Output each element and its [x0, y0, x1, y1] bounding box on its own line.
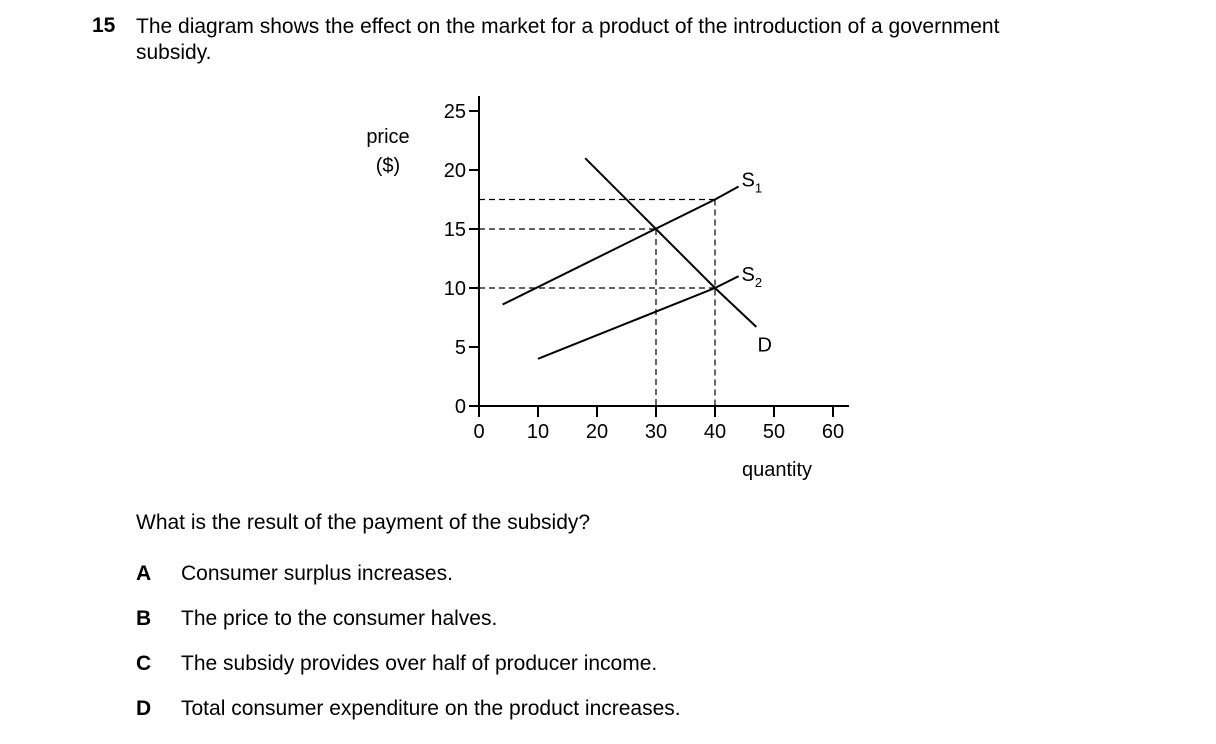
x-tick-label: 40 [704, 421, 726, 443]
y-tick-label: 10 [444, 278, 466, 300]
x-axis-title: quantity [742, 459, 812, 481]
question-stem: The diagram shows the effect on the mark… [136, 14, 1136, 66]
y-tick-label: 25 [444, 101, 466, 123]
y-tick-label: 20 [444, 160, 466, 182]
stem-line-2: subsidy. [136, 41, 212, 64]
curve-s1 [502, 185, 740, 306]
curve-d [584, 157, 757, 328]
stem-line-1: The diagram shows the effect on the mark… [136, 15, 1000, 38]
dashed-guides [479, 198, 716, 406]
x-tick-label: 0 [473, 421, 484, 443]
question-prompt: What is the result of the payment of the… [136, 511, 591, 534]
axes: 0 5 10 15 20 25 0 10 20 30 40 50 60 [444, 96, 849, 443]
option-letter: C [136, 652, 152, 675]
y-tick-label: 0 [455, 396, 466, 418]
curve-label: S1 [742, 169, 763, 195]
curves: S1 S2 D [502, 157, 772, 360]
option-text: Total consumer expenditure on the produc… [181, 697, 681, 720]
option-text: The subsidy provides over half of produc… [181, 652, 658, 675]
x-tick-label: 20 [586, 421, 608, 443]
y-axis-title-line-2: ($) [376, 155, 400, 177]
y-axis-title-line-1: price [366, 126, 409, 148]
x-tick-label: 30 [645, 421, 667, 443]
option-letter: B [136, 607, 152, 630]
curve-s2 [537, 275, 740, 360]
option-text: Consumer surplus increases. [181, 562, 453, 585]
question-number: 15 [92, 14, 116, 37]
x-tick-label: 50 [763, 421, 785, 443]
curve-label: S2 [742, 264, 763, 290]
option-letter: A [136, 562, 152, 585]
option-letter: D [136, 697, 152, 720]
x-tick-label: 10 [527, 421, 549, 443]
y-axis-title: price ($) [366, 126, 409, 177]
option-text: The price to the consumer halves. [181, 607, 498, 630]
y-tick-label: 5 [455, 337, 466, 359]
curve-label: D [757, 335, 771, 357]
x-tick-label: 60 [822, 421, 844, 443]
y-tick-label: 15 [444, 219, 466, 241]
